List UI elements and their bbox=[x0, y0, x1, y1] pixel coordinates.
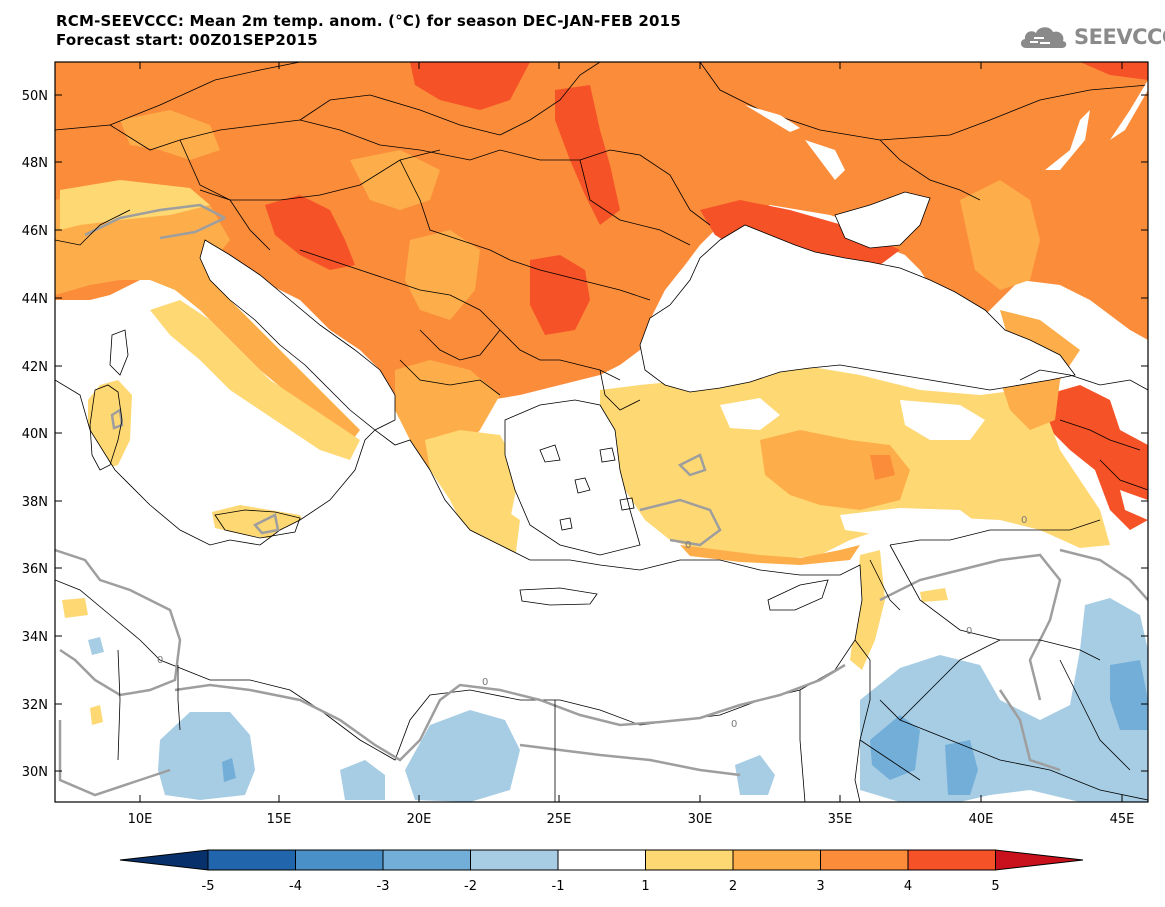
warm-area-syria-spot bbox=[920, 588, 948, 602]
colorbar-label: -2 bbox=[464, 879, 477, 894]
hot-spot-ukraine bbox=[410, 62, 530, 110]
map-frame bbox=[54, 61, 1149, 803]
lon-label: 15E bbox=[267, 812, 292, 827]
lon-label: 40E bbox=[969, 812, 994, 827]
country-borders bbox=[55, 62, 1148, 802]
hot-spot-croatia bbox=[265, 195, 355, 270]
colorbar-segment bbox=[295, 849, 384, 871]
adriatic-sea bbox=[199, 239, 396, 431]
lat-label: 36N bbox=[22, 562, 48, 577]
colorbar-label: 4 bbox=[904, 879, 912, 894]
cold-area-arabia-core bbox=[870, 715, 920, 780]
yellow-area-alps bbox=[60, 180, 210, 230]
cold-area-arabia bbox=[860, 598, 1148, 802]
zero-label-1: 0 bbox=[1021, 515, 1027, 526]
lon-label: 45E bbox=[1110, 812, 1135, 827]
lat-label: 34N bbox=[22, 630, 48, 645]
island-outlines bbox=[89, 329, 829, 611]
colorbar-segment bbox=[382, 849, 471, 871]
zero-contours bbox=[55, 203, 1148, 797]
colorbar-right-extension bbox=[995, 849, 1084, 871]
zero-label-6: 0 bbox=[157, 655, 163, 666]
warm-area-south-coast bbox=[680, 545, 860, 565]
cold-area-arabia-core-3 bbox=[1110, 660, 1148, 730]
cold-area-arabia-core-2 bbox=[945, 740, 978, 795]
hot-spot-bulgaria bbox=[530, 255, 590, 335]
white-patch-anatolia-east bbox=[900, 400, 985, 440]
colorbar-label: -3 bbox=[377, 879, 390, 894]
lat-label: 42N bbox=[22, 360, 48, 375]
latitude-axis: 50N 48N 46N 44N 42N 40N 38N 36N 34N 32N 30N bbox=[22, 89, 1148, 780]
map-title: RCM-SEEVCCC: Mean 2m temp. anom. (°C) fo… bbox=[56, 12, 681, 50]
lat-label: 46N bbox=[22, 224, 48, 239]
lat-label: 32N bbox=[22, 698, 48, 713]
zero-label-2: 0 bbox=[966, 626, 972, 637]
cold-area-libya-3 bbox=[405, 710, 520, 802]
logo-text: SEEVCCC bbox=[1074, 25, 1165, 49]
zero-label-5: 0 bbox=[731, 719, 737, 730]
colorbar-segment bbox=[645, 849, 734, 871]
anomaly-field: 0 0 0 0 0 0 bbox=[55, 62, 1148, 802]
colorbar-segment bbox=[557, 849, 646, 871]
sea-of-azov bbox=[834, 191, 931, 249]
zero-contour-labels: 0 0 0 0 0 0 bbox=[157, 515, 1027, 730]
colorbar-segment bbox=[207, 849, 296, 871]
black-sea bbox=[639, 224, 1076, 393]
hot-spot-anatolia-east bbox=[870, 455, 895, 480]
warm-area-serbia bbox=[405, 230, 480, 320]
cold-area-egypt bbox=[735, 755, 775, 795]
seevccc-logo: SEEVCCC bbox=[1018, 22, 1165, 52]
lat-label: 44N bbox=[22, 292, 48, 307]
lon-label: 10E bbox=[128, 812, 153, 827]
colorbar-label: 5 bbox=[991, 879, 999, 894]
white-patch-anatolia-south bbox=[840, 508, 980, 535]
cold-area-libya-2 bbox=[340, 760, 385, 800]
lat-label: 50N bbox=[22, 89, 48, 104]
lon-label: 35E bbox=[828, 812, 853, 827]
title-line-2: Forecast start: 00Z01SEP2015 bbox=[56, 31, 318, 49]
warm-area-balkan-coast bbox=[395, 360, 500, 470]
warm-area-russia-south bbox=[960, 180, 1040, 290]
colorbar-label: 2 bbox=[729, 879, 737, 894]
warm-area-libya-spot bbox=[90, 705, 103, 725]
white-patch-anatolia bbox=[720, 398, 780, 430]
yellow-area-italy bbox=[150, 300, 360, 460]
colorbar-left-extension bbox=[119, 849, 209, 871]
lat-label: 38N bbox=[22, 495, 48, 510]
warm-area-algeria-spot bbox=[62, 598, 88, 618]
warm-area-central-anatolia bbox=[760, 430, 910, 510]
lon-label: 25E bbox=[547, 812, 572, 827]
colorbar-label: -5 bbox=[202, 879, 215, 894]
title-line-1: RCM-SEEVCCC: Mean 2m temp. anom. (°C) fo… bbox=[56, 12, 681, 30]
colorbar-label: 3 bbox=[816, 879, 824, 894]
longitude-axis: 10E 15E 20E 25E 30E 35E 40E 45E bbox=[128, 62, 1135, 827]
cloud-logo-icon bbox=[1020, 27, 1067, 48]
hot-spot-northeast bbox=[1080, 62, 1148, 80]
colorbar-label: 1 bbox=[641, 879, 649, 894]
zero-label-4: 0 bbox=[685, 540, 691, 551]
colorbar: -5 -4 -3 -2 -1 1 2 3 4 5 bbox=[119, 849, 1084, 894]
zero-label-3: 0 bbox=[482, 677, 488, 688]
lon-label: 20E bbox=[407, 812, 432, 827]
cold-area-tunisia bbox=[88, 637, 104, 655]
lat-label: 40N bbox=[22, 427, 48, 442]
colorbar-label: -1 bbox=[552, 879, 565, 894]
hot-spot-romania bbox=[555, 85, 620, 225]
colorbar-label: -4 bbox=[289, 879, 302, 894]
river-streaks bbox=[745, 80, 1148, 520]
lon-label: 30E bbox=[688, 812, 713, 827]
colorbar-segment bbox=[732, 849, 821, 871]
warm-area-central-europe bbox=[120, 110, 220, 160]
warm-area-north bbox=[55, 62, 1148, 420]
colorbar-segment bbox=[470, 849, 559, 871]
colorbar-segment bbox=[820, 849, 909, 871]
mediterranean-sea bbox=[55, 379, 863, 761]
cold-area-libya-core bbox=[222, 758, 236, 782]
lat-label: 30N bbox=[22, 765, 48, 780]
lat-label: 48N bbox=[22, 156, 48, 171]
aegean-sea bbox=[504, 399, 641, 556]
warm-area-italy-fringe bbox=[55, 190, 360, 450]
colorbar-segment bbox=[907, 849, 996, 871]
